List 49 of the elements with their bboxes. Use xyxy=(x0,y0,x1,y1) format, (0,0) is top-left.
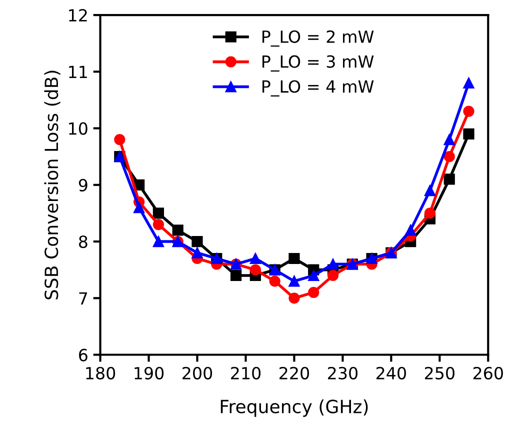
point xyxy=(444,174,455,185)
y-axis-title: SSB Conversion Loss (dB) xyxy=(44,70,60,300)
legend-label: P_LO = 3 mW xyxy=(262,55,374,72)
point xyxy=(192,236,203,248)
point xyxy=(444,151,455,162)
x-tick-label: 230 xyxy=(328,366,358,380)
x-tick-label: 210 xyxy=(231,366,261,380)
point xyxy=(327,258,339,270)
x-tick-label: 260 xyxy=(473,366,503,380)
point xyxy=(463,106,474,117)
point xyxy=(288,276,300,287)
y-tick-label: 7 xyxy=(79,292,88,304)
point xyxy=(152,236,164,248)
x-tick-label: 190 xyxy=(134,366,164,380)
point xyxy=(308,270,320,282)
x-tick-label: 180 xyxy=(86,366,116,380)
x-tick-label: 220 xyxy=(280,366,309,380)
point xyxy=(308,286,320,298)
x-axis-title: Frequency (GHz) xyxy=(220,399,368,417)
point xyxy=(230,270,242,282)
point xyxy=(405,224,416,236)
point xyxy=(463,128,474,140)
x-tick-label: 240 xyxy=(376,366,406,380)
point xyxy=(250,252,261,264)
point xyxy=(134,202,145,214)
point xyxy=(250,264,261,276)
point xyxy=(288,292,300,304)
point xyxy=(114,134,126,146)
point xyxy=(424,185,436,196)
y-tick-label: 6 xyxy=(79,348,88,362)
point xyxy=(288,252,300,264)
point xyxy=(463,77,474,89)
point xyxy=(269,276,280,287)
y-tick-label: 11 xyxy=(69,66,87,78)
y-tick-label: 12 xyxy=(69,9,87,22)
x-tick-label: 200 xyxy=(182,366,212,380)
point xyxy=(172,224,184,236)
point xyxy=(152,208,164,219)
point xyxy=(192,247,203,258)
legend-label: P_LO = 2 mW xyxy=(262,30,374,47)
point xyxy=(444,134,455,146)
point xyxy=(327,270,339,282)
y-tick-label: 10 xyxy=(69,122,88,135)
y-tick-label: 9 xyxy=(78,178,88,192)
x-tick-label: 250 xyxy=(424,366,454,380)
y-tick-label: 8 xyxy=(78,235,88,248)
point xyxy=(424,208,436,219)
legend-label: P_LO = 4 mW xyxy=(262,80,374,96)
point xyxy=(152,218,164,230)
